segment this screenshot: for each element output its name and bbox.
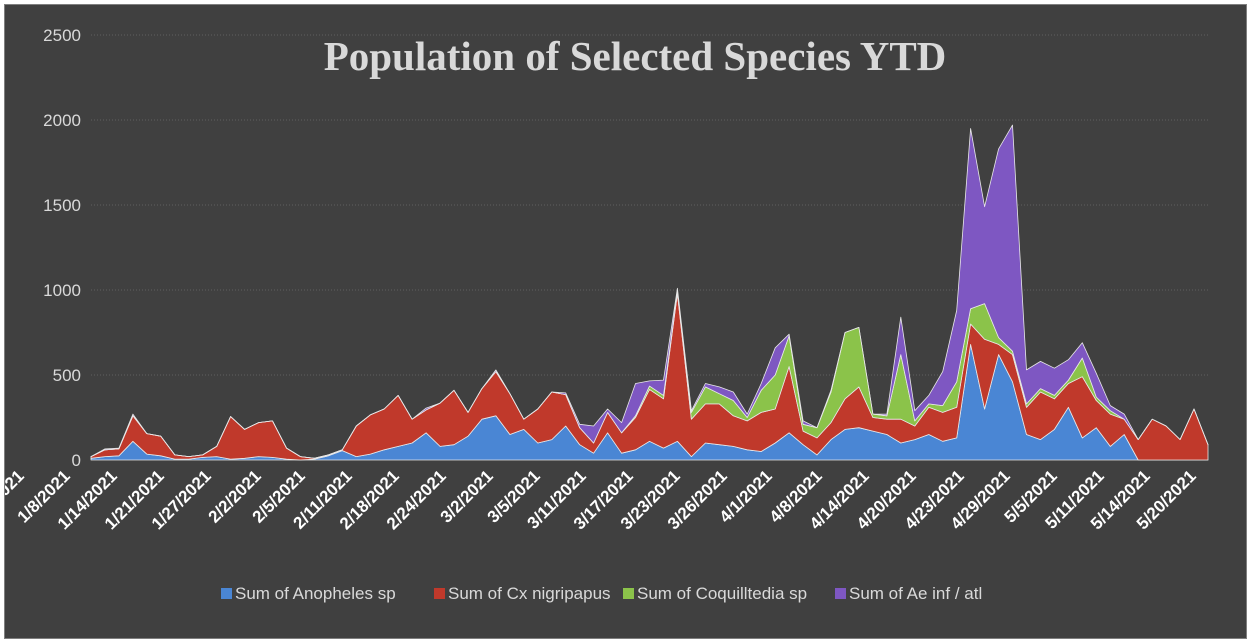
chart-title: Population of Selected Species YTD [324,33,947,79]
legend-swatch [623,588,634,599]
y-axis: 0 500 1000 1500 2000 2500 [43,26,81,470]
x-axis: 1/5/20211/8/20211/14/20211/21/20211/27/2… [5,466,1200,533]
y-tick-label: 2500 [43,26,81,45]
y-tick-label: 500 [53,366,81,385]
legend-label: Sum of Ae inf / atl [849,584,982,603]
legend-label: Sum of Cx nigripapus [448,584,611,603]
chart-svg: 0 500 1000 1500 2000 2500 1/5/20211/8/20211/1… [5,26,1209,603]
legend-label: Sum of Anopheles sp [235,584,396,603]
legend-swatch [434,588,445,599]
y-tick-label: 0 [72,451,81,470]
y-tick-label: 1000 [43,281,81,300]
chart-frame: 0 500 1000 1500 2000 2500 1/5/2021 1/8/2021 1/1… [4,4,1247,639]
y-tick-label: 2000 [43,111,81,130]
legend-swatch [835,588,846,599]
legend-swatch [221,588,232,599]
area-layer [90,124,1209,461]
grid-layer [91,34,1208,376]
y-tick-label: 1500 [43,196,81,215]
series-area-4 [90,124,1209,459]
legend-label: Sum of Coquilltedia sp [637,584,807,603]
legend: Sum of Anopheles sp Sum of Cx nigripapus S… [221,584,982,603]
